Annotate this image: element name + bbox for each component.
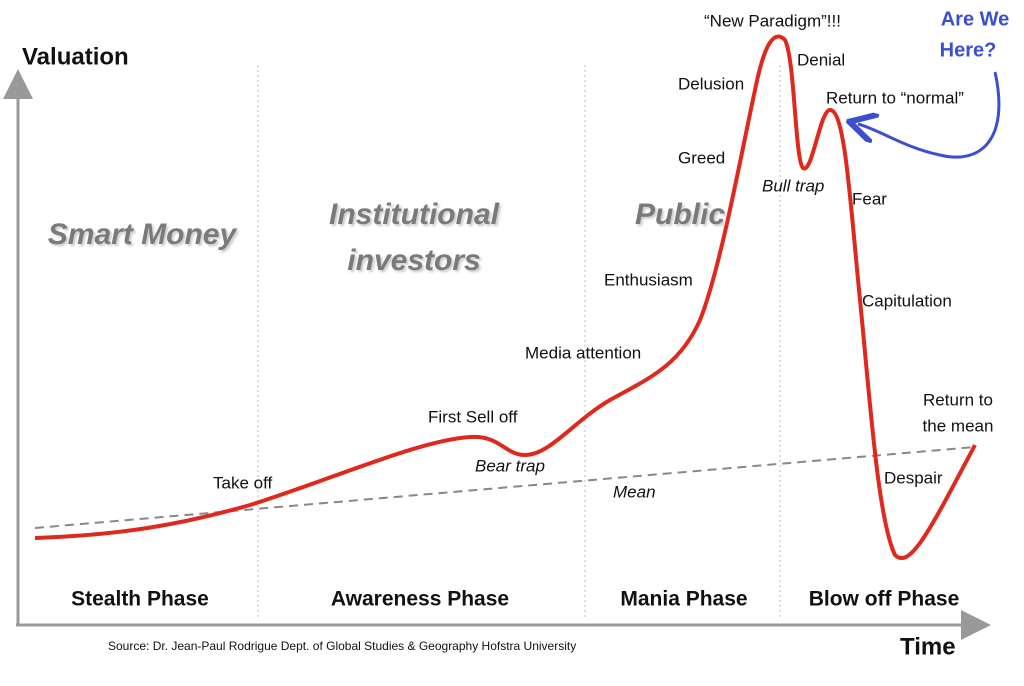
mean-line [34,446,976,529]
group-label: Public [635,198,725,231]
phase-label: Awareness Phase [331,588,509,611]
stage-label: First Sell off [428,407,518,426]
y-axis-label: Valuation [22,43,129,70]
stage-label: the mean [923,416,994,435]
stage-label: Return to “normal” [826,88,964,107]
stage-label: “New Paradigm”!!! [704,11,841,30]
stage-label: Media attention [525,343,641,362]
stage-label: Take off [213,473,273,492]
annotation: Are We [941,8,1010,30]
stage-label: Capitulation [862,291,952,310]
group-label: investors [347,244,480,277]
annotation: Here? [940,39,997,61]
stage-label: Return to [923,390,993,409]
stage-label: Despair [884,468,943,487]
group-label: Smart Money [48,218,238,251]
phase-label: Blow off Phase [809,588,960,611]
x-axis-label: Time [900,633,956,660]
valuation-curve [34,34,977,561]
stage-label: Greed [678,148,725,167]
stage-label: Fear [852,189,887,208]
phase-label: Mania Phase [620,588,747,611]
group-label: Institutional [329,198,500,231]
phase-label: Stealth Phase [71,588,209,611]
stage-label: Bull trap [762,176,824,195]
stage-label: Enthusiasm [604,270,693,289]
source-note: Source: Dr. Jean-Paul Rodrigue Dept. of … [108,639,576,653]
stage-label: Denial [797,50,845,69]
pointer-arrow [858,71,1001,159]
stage-label: Delusion [678,74,744,93]
mean-label: Mean [613,482,656,501]
stage-label: Bear trap [475,456,545,475]
